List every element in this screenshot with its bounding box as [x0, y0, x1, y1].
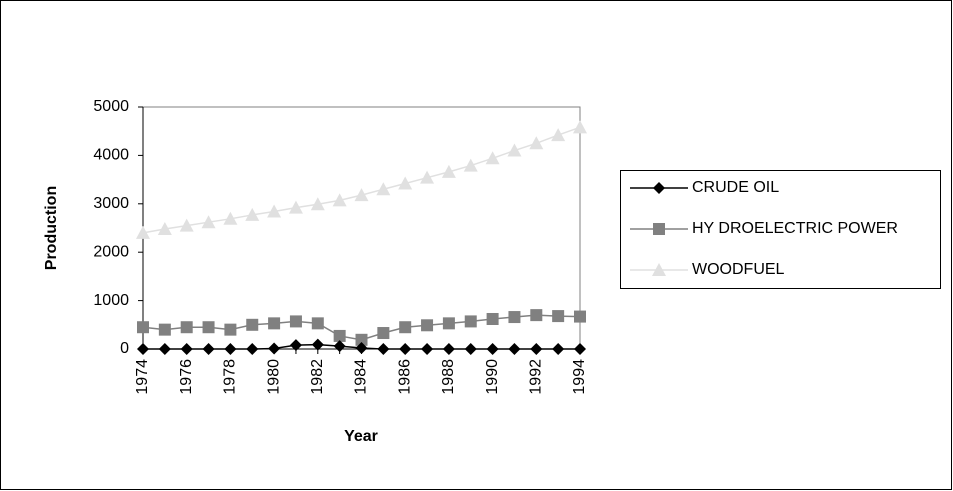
marker: [464, 343, 477, 355]
x-tick-label: 1982: [309, 359, 326, 395]
x-tick-label: 1984: [353, 359, 370, 395]
marker: [652, 263, 666, 276]
marker: [311, 338, 324, 351]
marker: [223, 211, 238, 225]
marker: [442, 317, 455, 330]
marker: [136, 225, 150, 239]
y-tick-label: 0: [120, 340, 129, 357]
marker: [551, 128, 566, 142]
legend-label: WOODFUEL: [692, 261, 785, 278]
y-tick-label: 1000: [93, 292, 129, 309]
marker: [463, 158, 478, 172]
legend-label: CRUDE OIL: [692, 179, 779, 196]
y-tick-label: 5000: [93, 98, 129, 115]
marker: [421, 343, 434, 355]
marker: [224, 343, 237, 355]
marker: [441, 164, 456, 178]
marker: [552, 343, 565, 355]
y-tick-label: 3000: [93, 195, 129, 212]
marker: [180, 343, 193, 355]
marker: [420, 170, 435, 184]
marker: [486, 312, 499, 325]
marker: [377, 327, 390, 340]
marker: [442, 343, 455, 355]
marker: [137, 343, 149, 355]
marker: [574, 310, 586, 323]
marker: [398, 176, 413, 190]
marker: [246, 343, 259, 355]
marker: [332, 193, 347, 207]
marker: [377, 343, 390, 355]
marker: [289, 339, 302, 352]
marker: [530, 343, 543, 355]
x-tick-label: 1988: [440, 359, 457, 395]
y-tick-label: 4000: [93, 147, 129, 164]
marker: [310, 197, 325, 211]
marker: [653, 223, 665, 235]
marker: [137, 321, 149, 334]
marker: [333, 340, 346, 353]
x-tick-label: 1986: [396, 359, 413, 395]
marker: [399, 321, 412, 334]
marker: [464, 315, 477, 328]
marker: [355, 333, 368, 346]
marker: [530, 309, 543, 322]
marker: [399, 343, 412, 355]
marker: [376, 182, 391, 196]
x-tick-label: 1976: [178, 359, 195, 395]
marker: [289, 315, 302, 328]
marker: [268, 317, 281, 330]
marker: [574, 343, 586, 355]
x-tick-label: 1994: [571, 359, 588, 395]
marker: [180, 321, 193, 334]
marker: [552, 310, 565, 323]
y-tick-label: 2000: [93, 243, 129, 260]
marker: [529, 136, 544, 150]
marker: [421, 319, 434, 332]
marker: [268, 342, 281, 355]
x-tick-label: 1990: [484, 359, 501, 395]
marker: [508, 343, 521, 355]
marker: [507, 143, 522, 157]
x-axis-label: Year: [344, 428, 378, 445]
x-tick-label: 1978: [222, 359, 239, 395]
marker: [202, 321, 215, 334]
marker: [157, 221, 172, 235]
y-axis-label: Production: [43, 186, 60, 270]
marker: [508, 311, 521, 324]
marker: [267, 204, 282, 218]
marker: [486, 343, 499, 355]
x-tick-label: 1992: [528, 359, 545, 395]
marker: [224, 323, 237, 336]
marker: [653, 182, 665, 194]
marker: [573, 120, 587, 134]
marker: [246, 318, 259, 331]
marker: [485, 151, 500, 165]
marker: [245, 207, 260, 221]
marker: [288, 200, 303, 214]
marker: [158, 343, 171, 355]
marker: [354, 188, 369, 202]
x-tick-label: 1980: [265, 359, 282, 395]
marker: [311, 317, 324, 330]
marker: [179, 218, 194, 232]
legend-label: HY DROELECTRIC POWER: [692, 220, 898, 237]
marker: [202, 343, 215, 355]
marker: [333, 329, 346, 342]
marker: [201, 215, 216, 229]
marker: [158, 323, 171, 336]
x-tick-label: 1974: [134, 359, 151, 395]
marker: [355, 342, 368, 355]
